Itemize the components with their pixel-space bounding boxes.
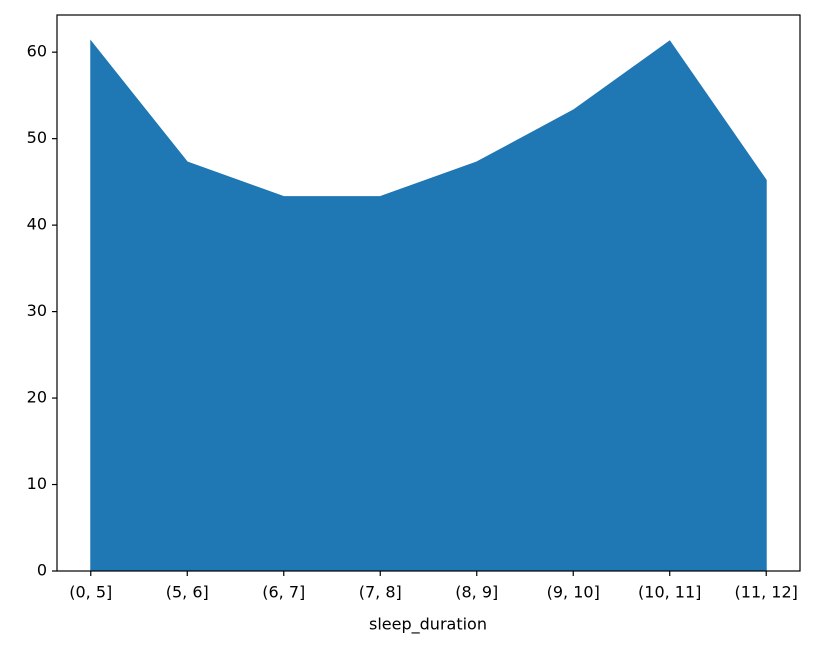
x-tick-label: (8, 9] [455,583,498,602]
y-tick-label: 50 [27,128,47,147]
x-tick-label: (9, 10] [547,583,600,602]
y-tick-label: 60 [27,42,47,61]
x-tick-label: (11, 12] [735,583,798,602]
x-tick-label: (5, 6] [166,583,209,602]
area [90,39,767,572]
y-tick-label: 20 [27,388,47,407]
axes-frame [56,14,801,572]
y-tick-label: 10 [27,474,47,493]
y-tick-label: 0 [37,561,47,580]
x-tick-label: (10, 11] [638,583,701,602]
x-axis-label: sleep_duration [369,615,487,635]
y-tick-label: 30 [27,301,47,320]
x-tick-label: (7, 8] [359,583,402,602]
x-tick-label: (0, 5] [69,583,112,602]
x-tick-label: (6, 7] [262,583,305,602]
y-tick-label: 40 [27,215,47,234]
